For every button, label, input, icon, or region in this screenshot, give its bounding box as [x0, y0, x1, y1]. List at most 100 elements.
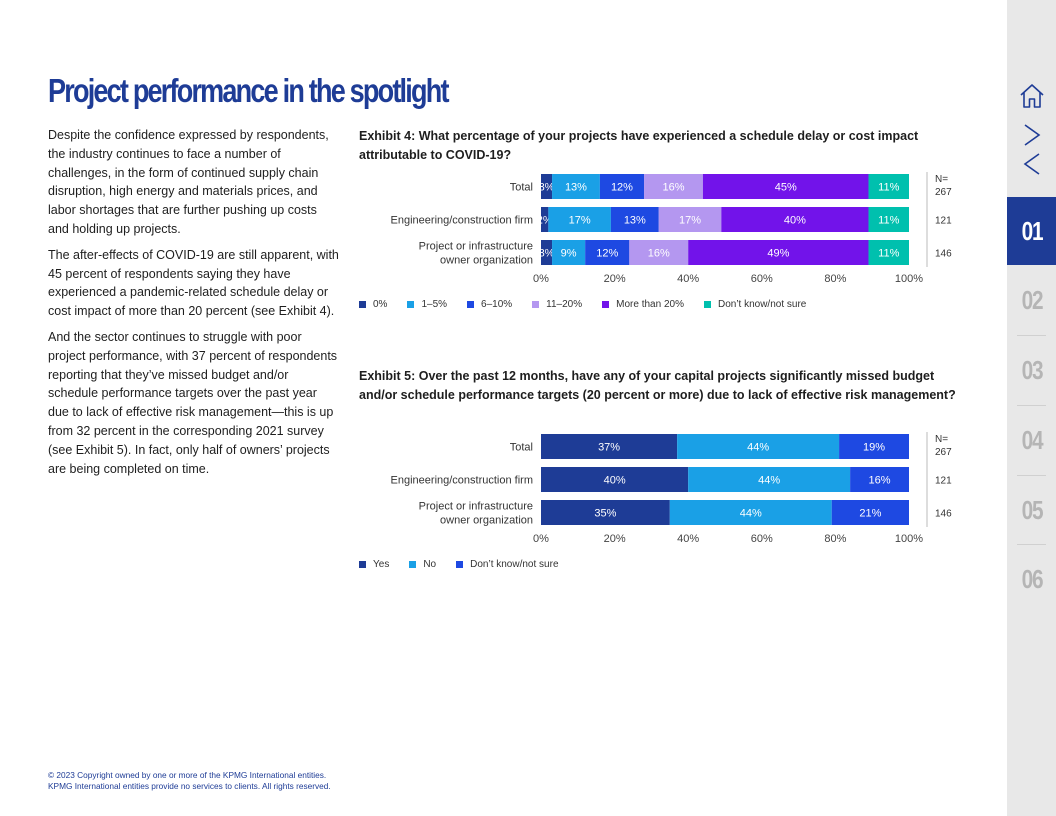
chevron-right-icon[interactable]	[1007, 123, 1056, 147]
home-icon[interactable]	[1007, 82, 1056, 110]
x-tick-label: 0%	[533, 273, 549, 285]
category-label: Engineering/construction firm	[391, 475, 533, 487]
section-tab-04[interactable]: 04	[1021, 424, 1043, 455]
legend-label: 6–10%	[481, 299, 513, 310]
tab-divider	[1017, 405, 1046, 406]
exhibit-5-title: Exhibit 5: Over the past 12 months, have…	[359, 369, 956, 402]
bar-segment	[677, 434, 840, 459]
legend-swatch	[703, 301, 711, 308]
bar-segment	[585, 240, 630, 265]
category-label: Project or infrastructure	[419, 241, 533, 253]
data-label: 9%	[561, 248, 577, 260]
category-label: owner organization	[440, 515, 533, 527]
legend-label: More than 20%	[616, 299, 684, 310]
chevron-left-icon[interactable]	[1007, 152, 1056, 176]
section-tab-03[interactable]: 03	[1021, 354, 1043, 385]
data-label: 16%	[648, 248, 670, 260]
data-label: 17%	[569, 215, 591, 227]
category-label: Total	[510, 182, 533, 194]
bar-segment	[839, 434, 909, 459]
category-label: Project or infrastructure	[419, 501, 533, 513]
bar-segment	[688, 467, 851, 492]
section-tab-06[interactable]: 06	[1021, 563, 1043, 594]
legend-item: More than 20%	[602, 299, 684, 310]
section-tab-05[interactable]: 05	[1021, 494, 1043, 525]
legend-swatch	[407, 301, 415, 308]
copyright-text: © 2023 Copyright owned by one or more of…	[48, 770, 327, 780]
x-tick-label: 80%	[824, 533, 846, 545]
legend-item: No	[409, 559, 436, 570]
legend-label: 1–5%	[421, 299, 448, 310]
bar-segment	[658, 207, 722, 232]
data-label: 44%	[747, 442, 769, 454]
legend-swatch	[456, 561, 464, 568]
bar-segment	[868, 240, 909, 265]
category-label: Engineering/construction firm	[391, 215, 533, 227]
data-label: 11%	[878, 182, 899, 194]
x-tick-label: 100%	[895, 533, 923, 545]
sidebar-navigation: 01 02 03 04 05 06	[1007, 0, 1056, 816]
bar-segment	[868, 207, 909, 232]
bar-segment	[552, 174, 600, 199]
legend-swatch	[532, 301, 540, 308]
bar-segment	[541, 240, 553, 265]
footer: © 2023 Copyright owned by one or more of…	[48, 770, 331, 792]
disclaimer-text: KPMG International entities provide no s…	[48, 781, 331, 791]
bar-segment	[688, 240, 869, 265]
n-value: 121	[935, 476, 952, 487]
exhibit-4-title: Exhibit 4: What percentage of your proje…	[359, 129, 919, 162]
bar-segment	[850, 467, 909, 492]
data-label: 11%	[878, 248, 899, 260]
x-tick-label: 0%	[533, 533, 549, 545]
n-value: 146	[935, 509, 952, 520]
section-tab-01[interactable]: 01	[1007, 197, 1056, 265]
data-label: 49%	[767, 248, 789, 260]
bar-segment	[610, 207, 659, 232]
data-label: 13%	[565, 182, 587, 194]
exhibit-4-chart: Total 3% 13% 12% 16% 45% 11% 267 Engineering/con…	[391, 172, 952, 285]
bar-segment	[541, 207, 549, 232]
legend-swatch	[409, 561, 417, 568]
category-label: Total	[510, 442, 533, 454]
data-label: 44%	[758, 475, 780, 487]
n-value: 146	[935, 249, 952, 260]
legend-swatch	[359, 301, 366, 308]
legend-item: Don’t know/not sure	[456, 559, 559, 570]
legend-label: No	[423, 559, 437, 570]
data-label: 44%	[740, 508, 762, 520]
data-label: 21%	[859, 508, 881, 520]
legend-item: 0%	[359, 299, 387, 310]
tab-divider	[1017, 335, 1046, 336]
bar-segment	[831, 500, 909, 525]
n-value: 267	[935, 187, 952, 198]
data-label: 45%	[775, 182, 797, 194]
tab-divider	[1017, 475, 1046, 476]
legend-label: Don’t know/not sure	[470, 559, 559, 570]
data-label: 13%	[624, 215, 646, 227]
bar-segment	[541, 174, 553, 199]
exhibit-4-legend: 0% 1–5% 6–10% 11–20% More than 20% Don’t know…	[359, 299, 826, 310]
bar-segment	[599, 174, 645, 199]
bar-segment	[552, 240, 586, 265]
x-tick-label: 20%	[604, 273, 626, 285]
legend-label: Don’t know/not sure	[717, 299, 807, 310]
x-tick-label: 20%	[604, 533, 626, 545]
bar-segment	[702, 174, 869, 199]
x-tick-label: 40%	[677, 273, 699, 285]
paragraph: Despite the confidence expressed by resp…	[48, 128, 329, 236]
exhibit-5-chart: Total 37% 44% 19% 267 Engineering/constructio…	[391, 432, 952, 545]
data-label: 12%	[611, 182, 633, 194]
legend-label: Yes	[373, 559, 390, 570]
bar-segment	[541, 467, 689, 492]
body-text: Despite the confidence expressed by resp…	[48, 126, 340, 485]
legend-swatch	[359, 561, 366, 568]
data-label: 16%	[662, 182, 684, 194]
data-label: 35%	[594, 508, 616, 520]
bar-segment	[629, 240, 689, 265]
section-tab-02[interactable]: 02	[1021, 284, 1043, 315]
tab-divider	[1017, 544, 1046, 545]
bar-segment	[669, 500, 832, 525]
n-header: N=	[935, 434, 948, 445]
n-header: N=	[935, 174, 948, 185]
legend-item: 1–5%	[407, 299, 447, 310]
